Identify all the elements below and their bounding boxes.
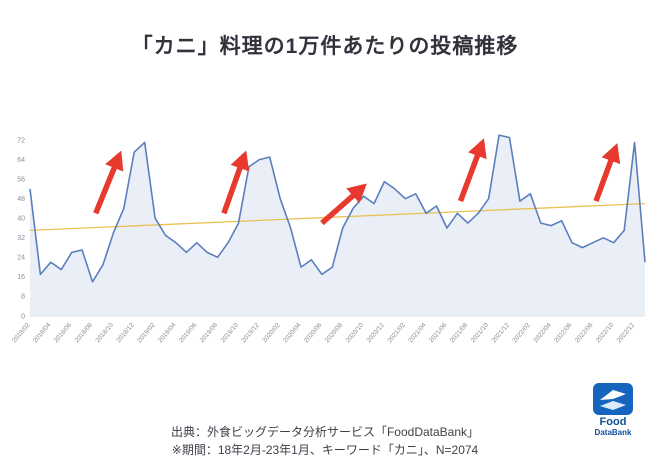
x-tick-label: 2021/08 <box>449 321 470 344</box>
logo-line1: Food <box>599 416 627 429</box>
x-tick-label: 2019/02 <box>136 321 157 344</box>
y-tick-label: 0 <box>21 313 25 320</box>
x-tick-label: 2019/12 <box>240 321 261 344</box>
highlight-arrow <box>457 138 487 203</box>
x-tick-label: 2019/08 <box>199 321 220 344</box>
chart-title: 「カニ」料理の1万件あたりの投稿推移 <box>131 35 519 58</box>
x-tick-label: 2018/10 <box>94 321 115 344</box>
x-tick-label: 2021/12 <box>491 321 512 344</box>
trend-line <box>29 202 646 232</box>
logo-line2: DataBank <box>594 427 632 437</box>
y-tick-label: 64 <box>17 157 25 164</box>
x-tick-label: 2018/06 <box>53 321 74 344</box>
x-tick-label: 2019/04 <box>157 321 178 344</box>
y-tick-label: 24 <box>17 255 25 262</box>
highlight-arrow <box>593 143 621 203</box>
y-tick-label: 72 <box>17 137 25 144</box>
x-tick-label: 2022/04 <box>532 321 553 344</box>
x-tick-label: 2019/06 <box>178 321 199 344</box>
x-tick-label: 2019/10 <box>220 321 241 344</box>
x-tick-label: 2018/12 <box>115 321 136 344</box>
fooddatabank-logo-icon <box>593 383 633 416</box>
period-note: ※期間：18年2月-23年1月、キーワード「カニ」、N=2074 <box>171 442 479 457</box>
x-tick-label: 2018/02 <box>11 321 32 344</box>
x-tick-label: 2022/12 <box>616 321 637 344</box>
fooddatabank-logo: Food DataBank <box>584 383 642 437</box>
highlight-arrow <box>93 150 124 215</box>
y-tick-label: 56 <box>17 176 25 183</box>
highlight-arrow <box>320 183 367 226</box>
y-tick-label: 48 <box>17 196 25 203</box>
x-tick-label: 2021/10 <box>470 321 491 344</box>
y-tick-label: 40 <box>17 216 25 223</box>
x-tick-label: 2022/06 <box>553 321 574 344</box>
x-tick-label: 2018/08 <box>74 321 95 344</box>
x-tick-label: 2021/02 <box>386 321 407 344</box>
y-tick-label: 8 <box>21 294 25 301</box>
fooddatabank-logo-text: Food DataBank <box>584 417 642 437</box>
x-tick-label: 2020/06 <box>303 321 324 344</box>
chart-area: 0 8 16 24 32 40 48 56 64 72 2018/02 2018/04 2018/06 2… <box>0 116 650 366</box>
x-tick-label: 2020/04 <box>282 321 303 344</box>
highlight-arrow <box>221 150 250 215</box>
footer: 出典：外食ビッグデータ分析サービス「FoodDataBank」 ※期間：18年2… <box>0 424 650 459</box>
series-line <box>29 134 646 283</box>
y-tick-label: 32 <box>17 235 25 242</box>
x-tick-label: 2020/02 <box>261 321 282 344</box>
series-area <box>30 135 645 316</box>
y-tick-label: 16 <box>17 274 25 281</box>
source-text: 出典：外食ビッグデータ分析サービス「FoodDataBank」 <box>170 425 480 440</box>
x-tick-label: 2020/12 <box>365 321 386 344</box>
x-tick-label: 2021/04 <box>407 321 428 344</box>
x-tick-label: 2020/08 <box>324 321 345 344</box>
x-tick-label: 2020/10 <box>345 321 366 344</box>
x-tick-label: 2018/04 <box>32 321 53 344</box>
x-tick-label: 2022/08 <box>574 321 595 344</box>
x-tick-label: 2022/02 <box>511 321 532 344</box>
x-tick-label: 2021/06 <box>428 321 449 344</box>
x-tick-label: 2022/10 <box>595 321 616 344</box>
